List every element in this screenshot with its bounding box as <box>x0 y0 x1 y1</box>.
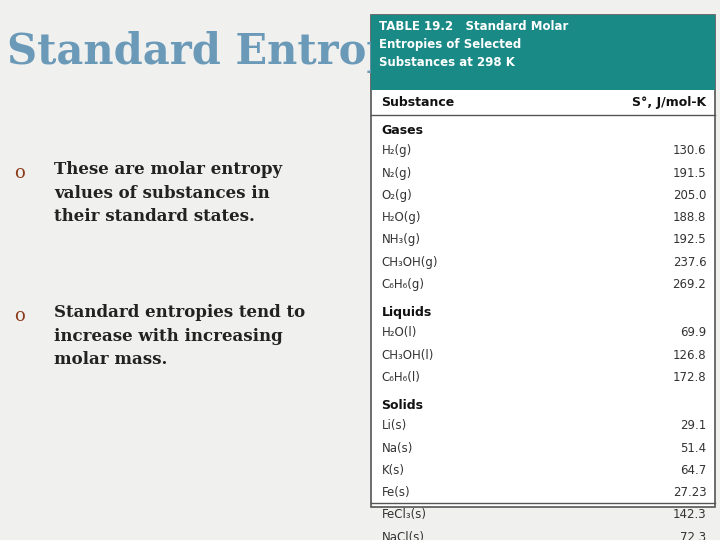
Text: NaCl(s): NaCl(s) <box>382 530 425 540</box>
Text: NH₃(g): NH₃(g) <box>382 233 420 246</box>
Text: 269.2: 269.2 <box>672 278 706 291</box>
Text: H₂O(g): H₂O(g) <box>382 211 421 224</box>
Text: H₂(g): H₂(g) <box>382 144 412 157</box>
Text: FeCl₃(s): FeCl₃(s) <box>382 508 426 521</box>
Text: 191.5: 191.5 <box>672 167 706 180</box>
Text: CH₃OH(g): CH₃OH(g) <box>382 255 438 268</box>
Text: 69.9: 69.9 <box>680 326 706 339</box>
Text: o: o <box>14 164 25 182</box>
Text: Solids: Solids <box>382 399 423 412</box>
Text: 27.23: 27.23 <box>672 486 706 499</box>
Text: TABLE 19.2   Standard Molar
Entropies of Selected
Substances at 298 K: TABLE 19.2 Standard Molar Entropies of S… <box>379 21 569 70</box>
Text: These are molar entropy
values of substances in
their standard states.: These are molar entropy values of substa… <box>54 161 282 225</box>
Text: Substance: Substance <box>382 96 455 109</box>
Text: C₆H₆(l): C₆H₆(l) <box>382 371 420 384</box>
Text: N₂(g): N₂(g) <box>382 167 412 180</box>
Text: H₂O(l): H₂O(l) <box>382 326 417 339</box>
Text: 192.5: 192.5 <box>672 233 706 246</box>
Text: 130.6: 130.6 <box>672 144 706 157</box>
Text: O₂(g): O₂(g) <box>382 189 413 202</box>
Text: 172.8: 172.8 <box>672 371 706 384</box>
Text: 142.3: 142.3 <box>672 508 706 521</box>
Text: 188.8: 188.8 <box>673 211 706 224</box>
Text: S°, J/mol-K: S°, J/mol-K <box>632 96 706 109</box>
FancyBboxPatch shape <box>371 15 715 507</box>
Text: Fe(s): Fe(s) <box>382 486 410 499</box>
Text: 51.4: 51.4 <box>680 442 706 455</box>
FancyBboxPatch shape <box>371 15 715 90</box>
Text: Standard Entropy: Standard Entropy <box>7 31 420 73</box>
Text: Li(s): Li(s) <box>382 419 407 432</box>
Text: 126.8: 126.8 <box>672 349 706 362</box>
Text: Standard entropies tend to
increase with increasing
molar mass.: Standard entropies tend to increase with… <box>54 305 305 368</box>
Text: 205.0: 205.0 <box>673 189 706 202</box>
Text: o: o <box>14 307 25 325</box>
Text: 237.6: 237.6 <box>672 255 706 268</box>
Text: K(s): K(s) <box>382 464 405 477</box>
Text: CH₃OH(l): CH₃OH(l) <box>382 349 434 362</box>
Text: Liquids: Liquids <box>382 306 432 319</box>
Text: Na(s): Na(s) <box>382 442 413 455</box>
Text: 72.3: 72.3 <box>680 530 706 540</box>
Text: C₆H₆(g): C₆H₆(g) <box>382 278 425 291</box>
Text: 29.1: 29.1 <box>680 419 706 432</box>
Text: 64.7: 64.7 <box>680 464 706 477</box>
Text: Gases: Gases <box>382 124 423 137</box>
